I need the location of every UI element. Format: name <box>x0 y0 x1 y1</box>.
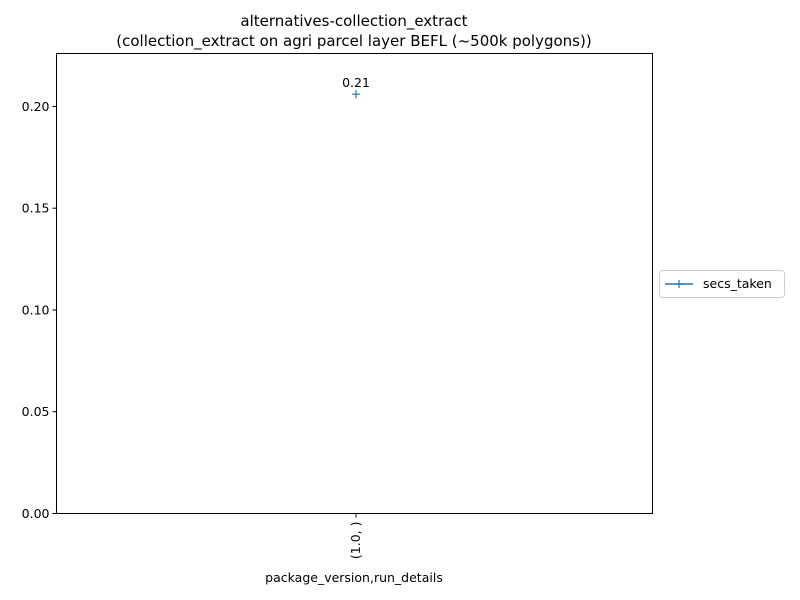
y-tick-label: 0.20 <box>22 99 50 114</box>
y-tick-label: 0.00 <box>22 506 50 521</box>
plot-area <box>56 53 653 514</box>
x-tick-label: (1.0, ) <box>348 522 363 560</box>
chart-subtitle: (collection_extract on agri parcel layer… <box>116 32 591 51</box>
x-axis-label: package_version,run_details <box>265 570 443 585</box>
legend-marker-icon <box>675 280 683 288</box>
chart-title: alternatives-collection_extract <box>240 12 467 31</box>
data-point-marker <box>352 90 360 99</box>
legend: secs_taken <box>659 270 785 298</box>
y-tick-label: 0.15 <box>22 201 50 216</box>
x-axis: (1.0, ) <box>348 513 363 560</box>
y-tick-label: 0.05 <box>22 404 50 419</box>
series-layer: 0.21 <box>342 75 370 99</box>
legend-box <box>659 270 785 298</box>
legend-label-secs-taken: secs_taken <box>703 276 772 291</box>
y-axis: 0.00 0.05 0.10 0.15 0.20 <box>22 99 57 521</box>
y-tick-label: 0.10 <box>22 302 50 317</box>
data-label: 0.21 <box>342 75 370 90</box>
